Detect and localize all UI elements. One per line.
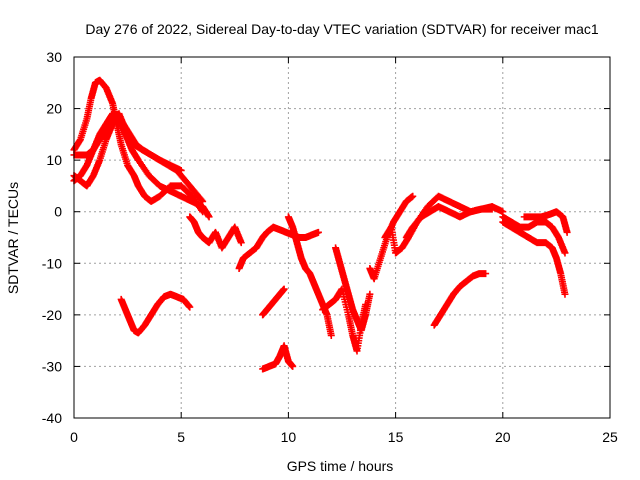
x-tick-label: 0 — [70, 429, 78, 445]
y-axis-label: SDTVAR / TECUs — [5, 182, 21, 294]
x-tick-label: 10 — [281, 429, 297, 445]
y-tick-label: -40 — [42, 410, 62, 426]
y-tick-label: -30 — [42, 358, 62, 374]
series-arc-19 — [520, 208, 571, 236]
data-point-markers — [381, 192, 496, 257]
series-arc-10 — [284, 213, 335, 339]
series-arc-6 — [117, 290, 194, 337]
data-point-markers — [499, 213, 569, 257]
data-point-markers — [430, 270, 490, 329]
y-tick-label: 0 — [54, 204, 62, 220]
x-tick-label: 15 — [388, 429, 404, 445]
x-axis-label: GPS time / hours — [287, 458, 394, 474]
series-arc-8 — [259, 285, 288, 319]
data-point-markers — [499, 218, 569, 298]
series-arc-7 — [235, 223, 322, 272]
plot-area-border — [73, 56, 611, 419]
series-arc-12 — [332, 244, 374, 334]
y-tick-label: 10 — [46, 152, 62, 168]
series-arc-14 — [381, 192, 496, 257]
x-tick-label: 5 — [177, 429, 185, 445]
data-points — [70, 76, 571, 373]
data-point-markers — [332, 244, 374, 334]
y-axis-ticks: -40 -30 -20 -10 0 10 20 30 — [42, 49, 610, 426]
series-arc-17 — [499, 213, 569, 257]
x-axis-ticks: 0 5 10 15 20 25 — [70, 57, 618, 445]
x-tick-label: 25 — [602, 429, 618, 445]
y-tick-label: -20 — [42, 307, 62, 323]
data-point-markers — [284, 213, 335, 339]
series-arc-18 — [499, 218, 569, 298]
data-point-markers — [520, 208, 571, 236]
data-point-markers — [259, 285, 288, 319]
data-point-markers — [186, 213, 245, 252]
y-tick-label: 30 — [46, 49, 62, 65]
series-arc-16 — [430, 270, 490, 329]
data-point-markers — [117, 290, 194, 337]
series-arc-15 — [402, 203, 507, 241]
y-tick-label: 20 — [46, 101, 62, 117]
series-arc-2 — [70, 110, 213, 221]
data-point-markers — [70, 110, 213, 221]
series-arc-5 — [186, 213, 245, 252]
data-point-markers — [402, 203, 507, 241]
data-point-markers — [259, 342, 297, 373]
series-arc-9 — [259, 342, 297, 373]
y-tick-label: -10 — [42, 255, 62, 271]
data-point-markers — [235, 223, 322, 272]
x-tick-label: 20 — [495, 429, 511, 445]
chart-title: Day 276 of 2022, Sidereal Day-to-day VTE… — [85, 21, 598, 37]
